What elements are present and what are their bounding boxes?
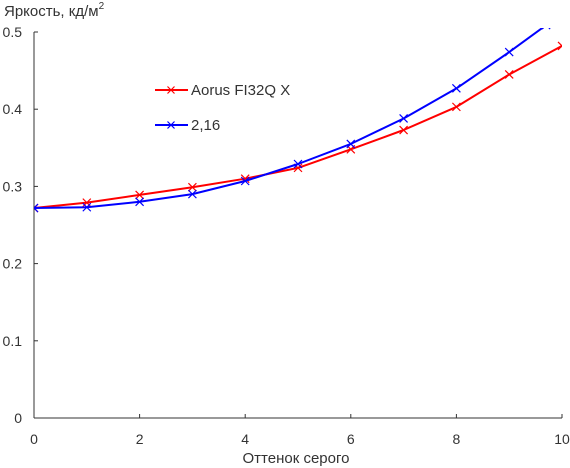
y-tick-label: 0.2 [3, 256, 23, 272]
x-tick-label: 8 [453, 431, 461, 447]
series-1-point [451, 83, 461, 93]
y-ticks-group: 0 0.1 0.2 0.3 0.4 0.5 [3, 24, 38, 426]
x-tick-label: 4 [241, 431, 249, 447]
y-axis-title-main: Яркость, кд/м [4, 3, 99, 20]
y-tick-label: 0.5 [3, 24, 23, 40]
legend-label-series-0: Aorus FI32Q X [191, 82, 290, 99]
y-axis-title: Яркость, кд/м2 [4, 1, 105, 20]
series-0-point [504, 70, 514, 79]
series-0-point [557, 41, 562, 51]
y-tick-label: 0.4 [3, 101, 23, 117]
series-1-point [399, 114, 409, 123]
series-1-point [504, 47, 514, 57]
legend: Aorus FI32Q X 2,16 [155, 82, 290, 134]
series-1-point [293, 159, 303, 169]
series-0-point [187, 182, 197, 192]
x-ticks-group: 0 2 4 6 8 10 [30, 414, 570, 447]
series-1-point [346, 139, 356, 149]
series-1-point [135, 197, 145, 207]
series-1-point [82, 202, 92, 212]
x-tick-label: 6 [347, 431, 355, 447]
y-tick-label: 0.1 [3, 333, 23, 349]
series-1-point [541, 28, 551, 30]
series-layer [34, 28, 562, 213]
series-1-point [240, 176, 250, 186]
legend-item-series-0: Aorus FI32Q X [155, 82, 290, 99]
series-1-point [187, 189, 197, 199]
x-tick-label: 10 [554, 431, 570, 447]
x-tick-label: 2 [136, 431, 144, 447]
series-1-point [34, 203, 39, 213]
series-line-1 [34, 28, 544, 209]
x-tick-label: 0 [30, 431, 38, 447]
y-axis-title-superscript: 2 [99, 1, 105, 12]
series-0-point [399, 125, 409, 135]
legend-label-series-1: 2,16 [191, 117, 220, 134]
legend-item-series-1: 2,16 [155, 117, 220, 134]
legend-marker-series-0 [167, 86, 175, 94]
y-tick-label: 0.3 [3, 178, 23, 194]
legend-marker-series-1 [167, 121, 175, 129]
series-0-point [451, 102, 461, 112]
series-0-point [135, 190, 145, 200]
x-axis-title: Оттенок серого [243, 450, 350, 467]
y-tick-label: 0 [14, 410, 22, 426]
